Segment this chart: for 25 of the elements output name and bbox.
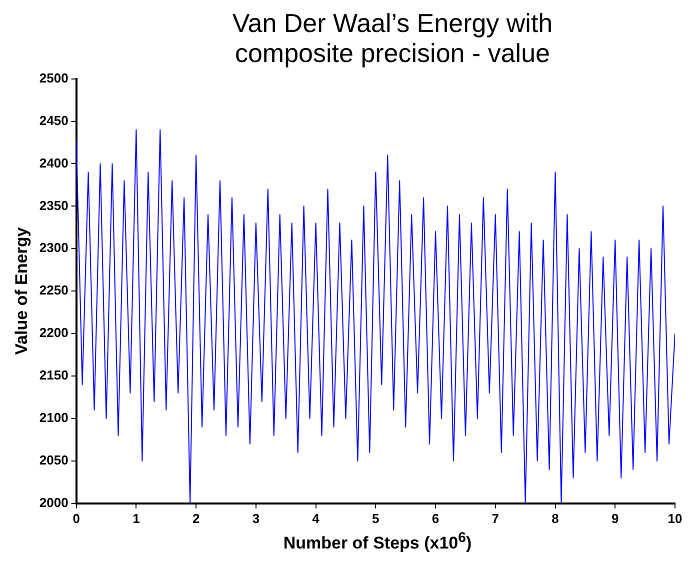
x-tick-label: 8 xyxy=(552,510,559,526)
x-tick-label: 9 xyxy=(612,510,619,526)
y-tick-label: 2400 xyxy=(39,155,68,170)
chart-title: Van Der Waal’s Energy with composite precision - value xyxy=(231,8,554,68)
y-tick-label: 2050 xyxy=(39,452,68,468)
x-tick-label: 3 xyxy=(252,510,260,526)
y-tick-label: 2200 xyxy=(39,325,68,340)
x-tick-label: 6 xyxy=(432,510,440,526)
x-tick-label: 2 xyxy=(192,510,200,526)
y-tick-label: 2100 xyxy=(39,410,68,426)
y-tick-label: 2350 xyxy=(39,198,68,213)
x-axis-title: Number of Steps (x10$^{6}$) xyxy=(282,530,473,554)
x-tick-label: 7 xyxy=(492,510,500,526)
y-tick-label: 2250 xyxy=(39,282,68,298)
y-tick-label: 2300 xyxy=(39,240,68,256)
x-tick-label: 1 xyxy=(132,510,140,526)
y-tick-label: 2450 xyxy=(39,112,68,128)
x-tick-label: 0 xyxy=(72,510,80,526)
y-tick-label: 2000 xyxy=(39,494,68,510)
y-axis-title: Value of Energy xyxy=(12,226,31,355)
x-tick-label: 4 xyxy=(312,510,320,526)
x-tick-label: 10 xyxy=(668,510,682,526)
x-tick-label: 5 xyxy=(372,510,380,526)
y-tick-label: 2500 xyxy=(39,70,68,86)
y-tick-label: 2150 xyxy=(39,368,68,383)
